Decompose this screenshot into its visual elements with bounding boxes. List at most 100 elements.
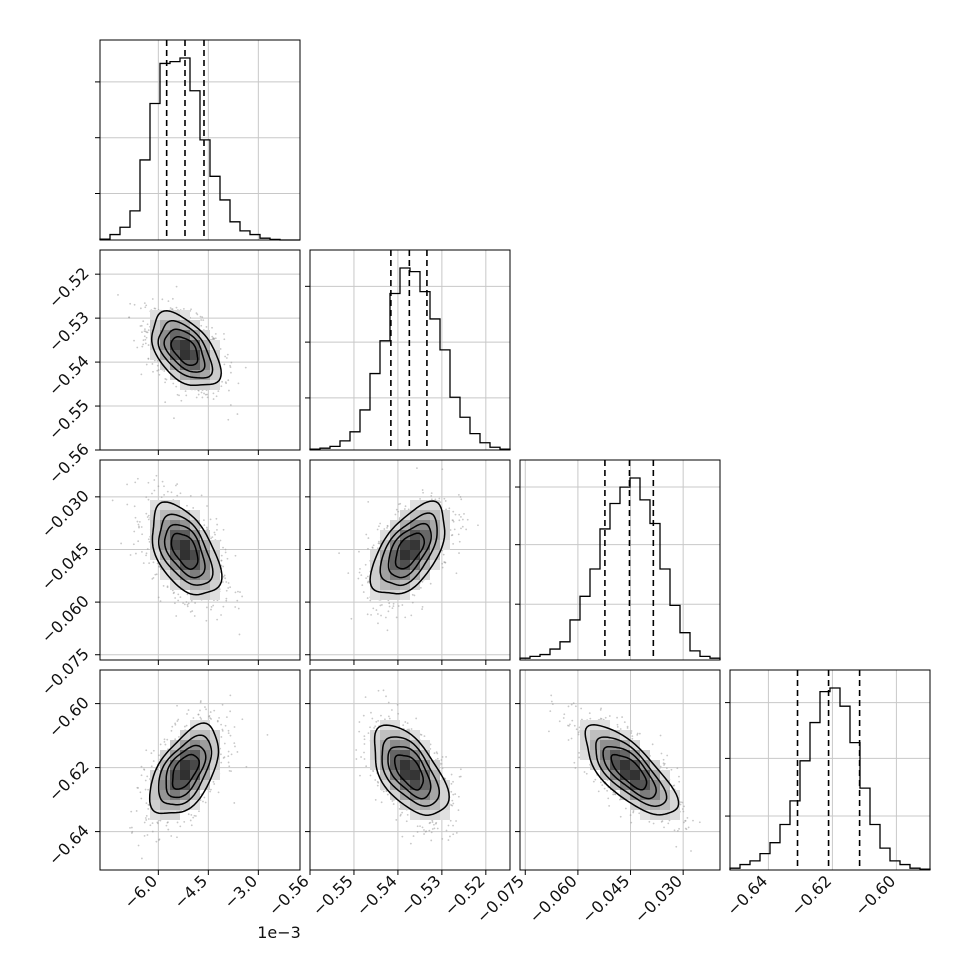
density-cell (210, 370, 220, 380)
scatter-point (176, 393, 179, 396)
scatter-point (376, 780, 379, 783)
density-cell (400, 780, 410, 790)
density-cell (400, 560, 410, 570)
scatter-point (146, 516, 149, 518)
scatter-point (155, 474, 158, 477)
scatter-point (220, 723, 223, 726)
histogram-step (99, 57, 300, 241)
scatter-point (364, 563, 367, 566)
scatter-point (137, 523, 140, 526)
scatter-point (163, 485, 165, 488)
scatter-point (216, 528, 218, 531)
scatter-point (147, 357, 150, 360)
scatter-point (158, 754, 160, 757)
density-cell (170, 360, 180, 370)
scatter-point (376, 528, 379, 531)
scatter-point (195, 312, 198, 314)
scatter-point (228, 389, 230, 392)
scatter-point (237, 590, 239, 593)
scatter-point (183, 820, 186, 823)
density-cell (150, 780, 160, 790)
contour-line (373, 724, 450, 816)
density-cell (150, 520, 160, 530)
density-cell (200, 550, 210, 560)
scatter-point (126, 503, 129, 506)
scatter-point (338, 552, 340, 555)
scatter-point (363, 743, 366, 745)
scatter-point (266, 734, 269, 736)
scatter-point (435, 751, 438, 754)
density-cell (200, 730, 210, 740)
scatter-point (452, 510, 455, 513)
scatter-point (237, 382, 240, 385)
scatter-point (156, 359, 159, 362)
density-cell (200, 530, 210, 540)
density-cell (370, 590, 380, 600)
scatter-point (143, 834, 146, 837)
scatter-point (147, 788, 149, 791)
scatter-point (234, 554, 237, 557)
density-cell (160, 350, 170, 360)
density-cell (440, 790, 450, 800)
scatter-point (404, 721, 407, 723)
scatter-point (219, 348, 222, 350)
scatter-point (382, 689, 385, 692)
scatter-point (223, 742, 226, 745)
scatter-point (225, 599, 228, 602)
density-cell (150, 790, 160, 800)
density-cell (410, 770, 420, 780)
scatter-point (433, 752, 436, 755)
scatter-point (229, 710, 232, 713)
scatter-point (224, 551, 227, 554)
scatter-point (196, 313, 199, 316)
density-cell (170, 530, 180, 540)
scatter-point (233, 742, 236, 745)
scatter-point (216, 719, 219, 722)
scatter-point (375, 720, 378, 723)
scatter-point (169, 307, 172, 309)
scatter-point (377, 540, 380, 543)
scatter-point (374, 779, 377, 781)
scatter-point (186, 713, 188, 715)
density-cell (430, 510, 440, 520)
density-cell (380, 530, 390, 540)
density-panel (95, 669, 301, 875)
histogram-step (309, 267, 511, 450)
scatter-point (199, 700, 202, 702)
scatter-point (202, 319, 205, 322)
scatter-point (210, 605, 213, 608)
scatter-point (139, 325, 142, 327)
scatter-point (384, 616, 387, 619)
density-panel (305, 669, 511, 875)
density-cell (430, 800, 440, 810)
density-cell (190, 720, 200, 730)
scatter-point (363, 751, 365, 754)
density-cell (180, 520, 190, 530)
scatter-point (138, 520, 141, 523)
scatter-point (189, 610, 192, 613)
scatter-point (209, 711, 212, 713)
scatter-point (178, 736, 180, 738)
density-cell (400, 520, 410, 530)
scatter-point (147, 481, 150, 484)
scatter-point (366, 581, 369, 584)
scatter-point (238, 633, 241, 636)
scatter-point (199, 716, 202, 719)
density-cell (180, 330, 190, 340)
scatter-point (227, 582, 230, 584)
density-cell (420, 770, 430, 780)
scatter-point (129, 554, 132, 556)
scatter-point (441, 562, 444, 565)
scatter-point (152, 577, 155, 579)
scatter-point (147, 808, 150, 810)
scatter-point (134, 516, 137, 519)
scatter-point (445, 829, 448, 832)
density-cell (170, 310, 180, 320)
scatter-point (199, 709, 201, 712)
density-cell (400, 530, 410, 540)
scatter-point (442, 553, 445, 556)
scatter-point (224, 355, 227, 358)
scatter-point (221, 703, 224, 706)
scatter-point (151, 492, 153, 495)
density-cell (180, 770, 190, 780)
